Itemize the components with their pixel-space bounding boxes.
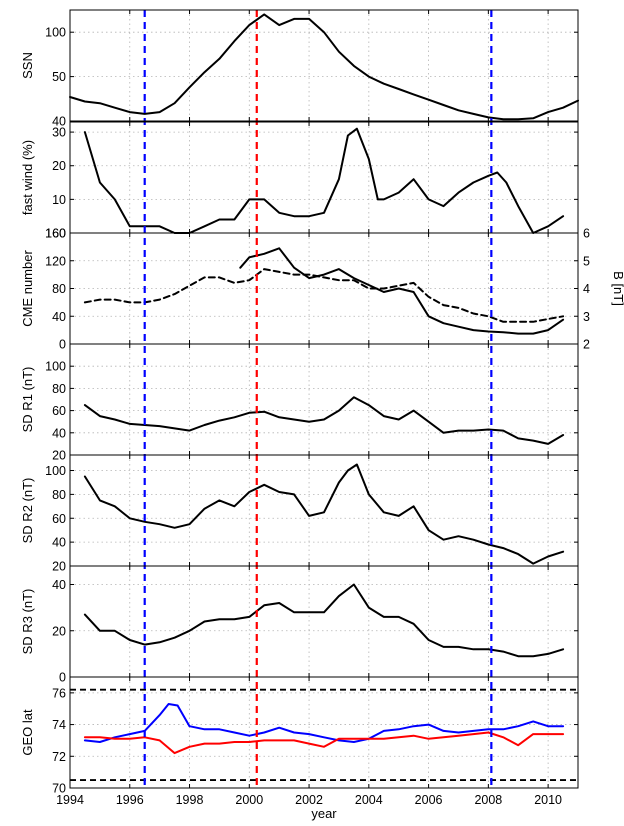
y-tick-label: 40 bbox=[52, 310, 66, 324]
series-line bbox=[83, 127, 565, 234]
y2-tick-label: 4 bbox=[583, 282, 590, 296]
y-tick-label: 50 bbox=[52, 70, 66, 84]
y-tick-label: 72 bbox=[52, 750, 66, 764]
y-tick-label: 20 bbox=[52, 560, 66, 574]
y-tick-label: 160 bbox=[45, 227, 66, 241]
series-line bbox=[83, 396, 565, 445]
y-tick-label: 80 bbox=[52, 488, 66, 502]
x-tick-label: 2000 bbox=[235, 793, 263, 807]
x-tick-label: 1998 bbox=[176, 793, 204, 807]
panel-frame bbox=[69, 232, 579, 345]
panel-frame bbox=[69, 565, 579, 678]
y-tick-label: 0 bbox=[59, 338, 66, 352]
series-line bbox=[83, 463, 565, 565]
y-axis-label: CME number bbox=[20, 250, 35, 327]
series-line bbox=[83, 731, 565, 755]
y-tick-label: 80 bbox=[52, 282, 66, 296]
y-axis-label: fast wind (%) bbox=[20, 140, 35, 215]
panel-frame bbox=[69, 343, 579, 456]
x-tick-label: 2008 bbox=[474, 793, 502, 807]
y-tick-label: 100 bbox=[45, 26, 66, 40]
y-axis-label: SSN bbox=[20, 52, 35, 79]
y-tick-label: 160 bbox=[45, 227, 66, 241]
y-tick-label: 40 bbox=[52, 115, 66, 129]
x-tick-label: 1994 bbox=[56, 793, 84, 807]
panel-frame bbox=[69, 676, 579, 789]
y-tick-label: 30 bbox=[52, 126, 66, 140]
y2-tick-label: 5 bbox=[583, 254, 590, 268]
y-tick-label: 20 bbox=[52, 159, 66, 173]
grid-lines bbox=[69, 10, 578, 788]
y-tick-label: 60 bbox=[52, 404, 66, 418]
y-tick-label: 40 bbox=[52, 578, 66, 592]
y-tick-label: 80 bbox=[52, 382, 66, 396]
y-tick-label: 40 bbox=[52, 536, 66, 550]
y-axis-label: GEO lat bbox=[20, 709, 35, 756]
y2-tick-label: 3 bbox=[583, 310, 590, 324]
series-line bbox=[83, 583, 565, 658]
x-tick-label: 1996 bbox=[116, 793, 144, 807]
x-tick-label: 2006 bbox=[415, 793, 443, 807]
y-tick-label: 74 bbox=[52, 718, 66, 732]
y-axis-label: SD R3 (nT) bbox=[20, 589, 35, 655]
y2-tick-label: 6 bbox=[583, 227, 590, 241]
x-tick-label: 2010 bbox=[534, 793, 562, 807]
y-tick-label: 10 bbox=[52, 193, 66, 207]
axes-frames bbox=[69, 9, 579, 789]
y-tick-label: 76 bbox=[52, 686, 66, 700]
panel-frame bbox=[69, 9, 579, 122]
y-axis-label: SD R1 (nT) bbox=[20, 367, 35, 433]
y2-tick-label: 2 bbox=[583, 338, 590, 352]
series-line bbox=[83, 703, 565, 743]
y-tick-label: 0 bbox=[59, 671, 66, 685]
y-axis-label: SD R2 (nT) bbox=[20, 478, 35, 544]
y-tick-label: 60 bbox=[52, 512, 66, 526]
y-tick-label: 100 bbox=[45, 464, 66, 478]
x-tick-label: 2004 bbox=[355, 793, 383, 807]
series-group bbox=[69, 10, 579, 788]
y2-axis-label: B [nT] bbox=[611, 271, 624, 306]
y-tick-label: 20 bbox=[52, 449, 66, 463]
x-tick-label: 2002 bbox=[295, 793, 323, 807]
series-line bbox=[239, 247, 565, 335]
series-line bbox=[83, 268, 565, 323]
y-tick-label: 100 bbox=[45, 360, 66, 374]
y-tick-label: 120 bbox=[45, 254, 66, 268]
series-line bbox=[69, 13, 579, 121]
y-tick-label: 40 bbox=[52, 426, 66, 440]
x-axis-label: year bbox=[311, 806, 337, 821]
y-tick-label: 20 bbox=[52, 624, 66, 638]
y-tick-label: 70 bbox=[52, 782, 66, 796]
